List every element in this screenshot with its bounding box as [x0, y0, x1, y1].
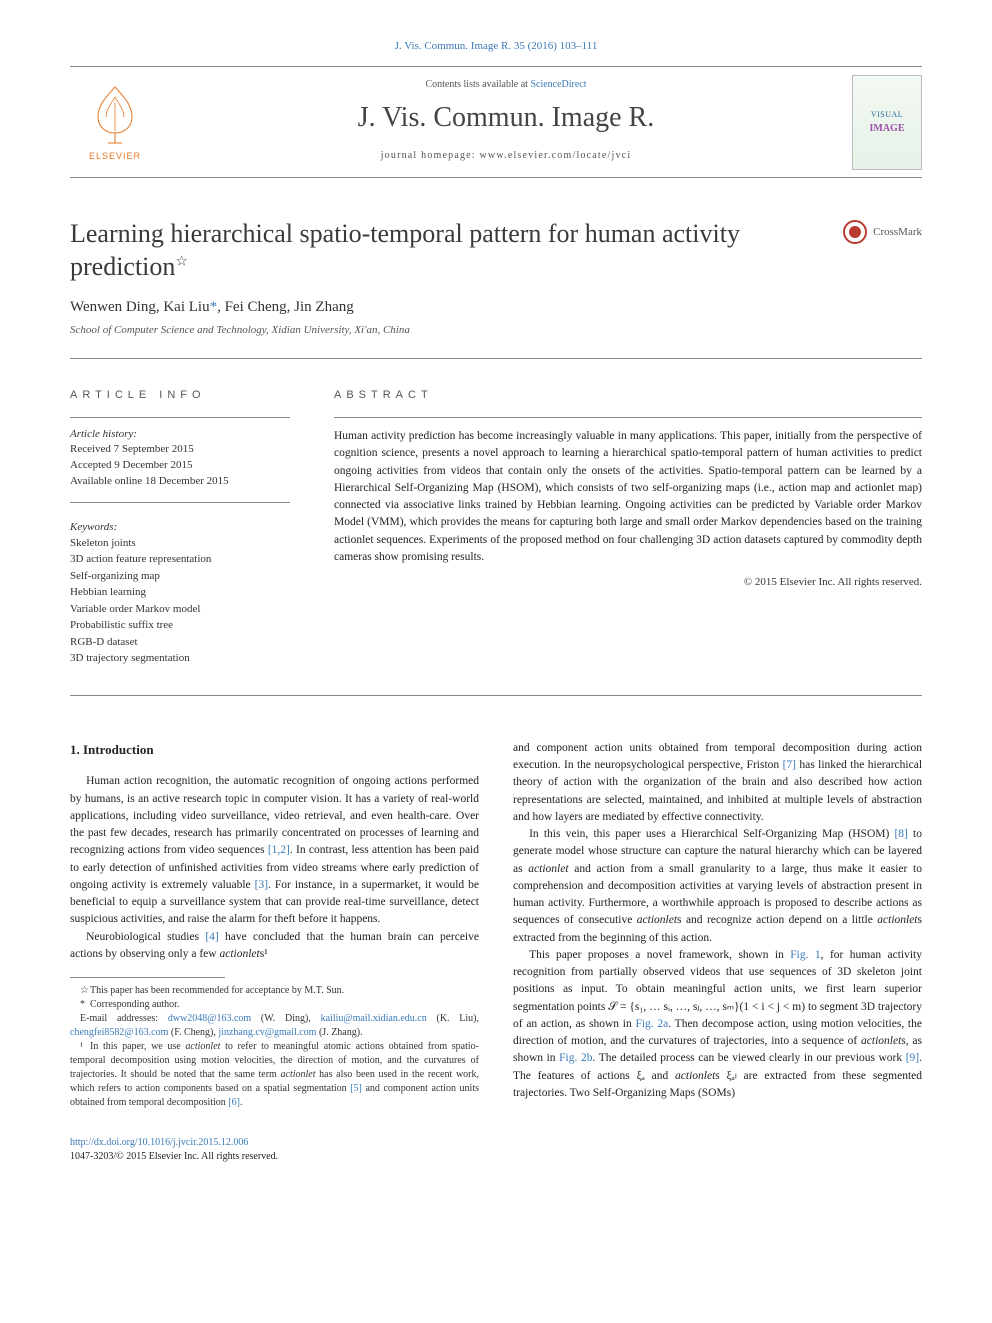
figure-link[interactable]: Fig. 2b	[559, 1052, 592, 1064]
email-1-who: (K. Liu),	[427, 1013, 479, 1024]
history-line-2: Available online 18 December 2015	[70, 474, 290, 490]
article-info-row: ARTICLE INFO Article history: Received 7…	[70, 389, 922, 696]
keyword-6: RGB-D dataset	[70, 634, 290, 651]
paper-title: Learning hierarchical spatio-temporal pa…	[70, 218, 922, 283]
ref-link[interactable]: [4]	[205, 931, 218, 943]
para-r-1: In this vein, this paper uses a Hierarch…	[513, 826, 922, 947]
ref-link[interactable]: [7]	[783, 759, 796, 771]
para-r-2: This paper proposes a novel framework, s…	[513, 947, 922, 1102]
email-3-who: (J. Zhang).	[316, 1027, 362, 1038]
history-line-0: Received 7 September 2015	[70, 442, 290, 458]
keyword-4: Variable order Markov model	[70, 601, 290, 618]
abstract-head: ABSTRACT	[334, 389, 922, 401]
footnote-1-sym: ¹	[80, 1040, 90, 1054]
info-rule	[70, 417, 290, 418]
top-citation: J. Vis. Commun. Image R. 35 (2016) 103–1…	[70, 40, 922, 52]
crossmark-icon	[843, 220, 867, 244]
history-label: Article history:	[70, 428, 290, 440]
para-r-0: and component action units obtained from…	[513, 740, 922, 826]
journal-header: ELSEVIER Contents lists available at Sci…	[70, 66, 922, 178]
header-inner: ELSEVIER Contents lists available at Sci…	[70, 67, 922, 177]
figure-link[interactable]: Fig. 2a	[635, 1018, 668, 1030]
abstract-rule	[334, 417, 922, 418]
abstract-text: Human activity prediction has become inc…	[334, 428, 922, 566]
history-line-1: Accepted 9 December 2015	[70, 458, 290, 474]
email-0[interactable]: dww2048@163.com	[168, 1013, 251, 1024]
email-0-who: (W. Ding),	[251, 1013, 320, 1024]
footnote-star: ☆This paper has been recommended for acc…	[70, 984, 479, 998]
article-info-left: ARTICLE INFO Article history: Received 7…	[70, 389, 290, 667]
corresponding-mark: *	[210, 299, 218, 315]
right-column: and component action units obtained from…	[513, 740, 922, 1164]
keyword-0: Skeleton joints	[70, 535, 290, 552]
keywords-label: Keywords:	[70, 521, 290, 533]
author-first: Wenwen Ding, Kai Liu	[70, 299, 210, 315]
authors-line: Wenwen Ding, Kai Liu*, Fei Cheng, Jin Zh…	[70, 299, 922, 316]
title-block: Learning hierarchical spatio-temporal pa…	[70, 218, 922, 359]
footnote-rule	[70, 977, 225, 978]
keyword-3: Hebbian learning	[70, 584, 290, 601]
left-column: 1. Introduction Human action recognition…	[70, 740, 479, 1164]
sciencedirect-link[interactable]: ScienceDirect	[530, 79, 586, 90]
footnote-emails: E-mail addresses: dww2048@163.com (W. Di…	[70, 1012, 479, 1040]
figure-link[interactable]: Fig. 1	[790, 949, 820, 961]
journal-title: J. Vis. Commun. Image R.	[160, 102, 852, 134]
cover-mid-text: IMAGE	[870, 123, 905, 134]
article-info-head: ARTICLE INFO	[70, 389, 290, 401]
ref-link[interactable]: [1,2]	[268, 844, 290, 856]
footnote-corr-sym: *	[80, 998, 90, 1012]
footnote-corr-text: Corresponding author.	[90, 999, 179, 1010]
affiliation: School of Computer Science and Technolog…	[70, 324, 922, 336]
ref-link[interactable]: [9]	[906, 1052, 919, 1064]
body-columns: 1. Introduction Human action recognition…	[70, 740, 922, 1164]
elsevier-tree-icon	[86, 83, 144, 147]
doi-block: http://dx.doi.org/10.1016/j.jvcir.2015.1…	[70, 1136, 479, 1164]
email-2[interactable]: chengfei8582@163.com	[70, 1027, 168, 1038]
email-2-who: (F. Cheng),	[168, 1027, 218, 1038]
elsevier-brand-text: ELSEVIER	[89, 151, 141, 161]
abstract-col: ABSTRACT Human activity prediction has b…	[334, 389, 922, 667]
journal-homepage: journal homepage: www.elsevier.com/locat…	[160, 150, 852, 161]
ref-link[interactable]: [5]	[350, 1083, 362, 1094]
para-l-1: Neurobiological studies [4] have conclud…	[70, 929, 479, 964]
email-3[interactable]: jinzhang.cv@gmail.com	[218, 1027, 316, 1038]
contents-lists-line: Contents lists available at ScienceDirec…	[160, 79, 852, 90]
elsevier-logo: ELSEVIER	[70, 72, 160, 172]
keyword-1: 3D action feature representation	[70, 551, 290, 568]
ref-link[interactable]: [3]	[255, 879, 268, 891]
authors-rest: , Fei Cheng, Jin Zhang	[217, 299, 354, 315]
contents-prefix: Contents lists available at	[425, 79, 530, 90]
keyword-5: Probabilistic suffix tree	[70, 617, 290, 634]
footnote-star-sym: ☆	[80, 984, 90, 998]
home-prefix: journal homepage:	[381, 150, 480, 161]
footnote-1-text: In this paper, we use actionlet to refer…	[70, 1041, 479, 1108]
crossmark-badge[interactable]: CrossMark	[843, 220, 922, 244]
keyword-2: Self-organizing map	[70, 568, 290, 585]
ref-link[interactable]: [8]	[894, 828, 907, 840]
keyword-7: 3D trajectory segmentation	[70, 650, 290, 667]
footnote-star-text: This paper has been recommended for acce…	[90, 985, 344, 996]
abstract-copyright: © 2015 Elsevier Inc. All rights reserved…	[334, 576, 922, 588]
email-1[interactable]: kailiu@mail.xidian.edu.cn	[321, 1013, 427, 1024]
journal-cover-thumb: VISUAL IMAGE	[852, 75, 922, 170]
para-l-0: Human action recognition, the automatic …	[70, 773, 479, 928]
info-rule-2	[70, 502, 290, 503]
ref-link[interactable]: [6]	[228, 1097, 240, 1108]
section-1-title: 1. Introduction	[70, 740, 479, 760]
footnote-1: ¹In this paper, we use actionlet to refe…	[70, 1040, 479, 1110]
home-url: www.elsevier.com/locate/jvci	[480, 150, 632, 161]
footnote-corr: *Corresponding author.	[70, 998, 479, 1012]
cover-top-text: VISUAL	[871, 110, 903, 119]
crossmark-label: CrossMark	[873, 226, 922, 238]
title-text: Learning hierarchical spatio-temporal pa…	[70, 219, 740, 281]
emails-label: E-mail addresses:	[80, 1013, 168, 1024]
doi-link[interactable]: http://dx.doi.org/10.1016/j.jvcir.2015.1…	[70, 1137, 248, 1148]
header-center: Contents lists available at ScienceDirec…	[160, 67, 852, 177]
title-footnote-star: ☆	[175, 254, 188, 269]
paper-page: J. Vis. Commun. Image R. 35 (2016) 103–1…	[0, 0, 992, 1214]
issn-line: 1047-3203/© 2015 Elsevier Inc. All right…	[70, 1151, 278, 1162]
